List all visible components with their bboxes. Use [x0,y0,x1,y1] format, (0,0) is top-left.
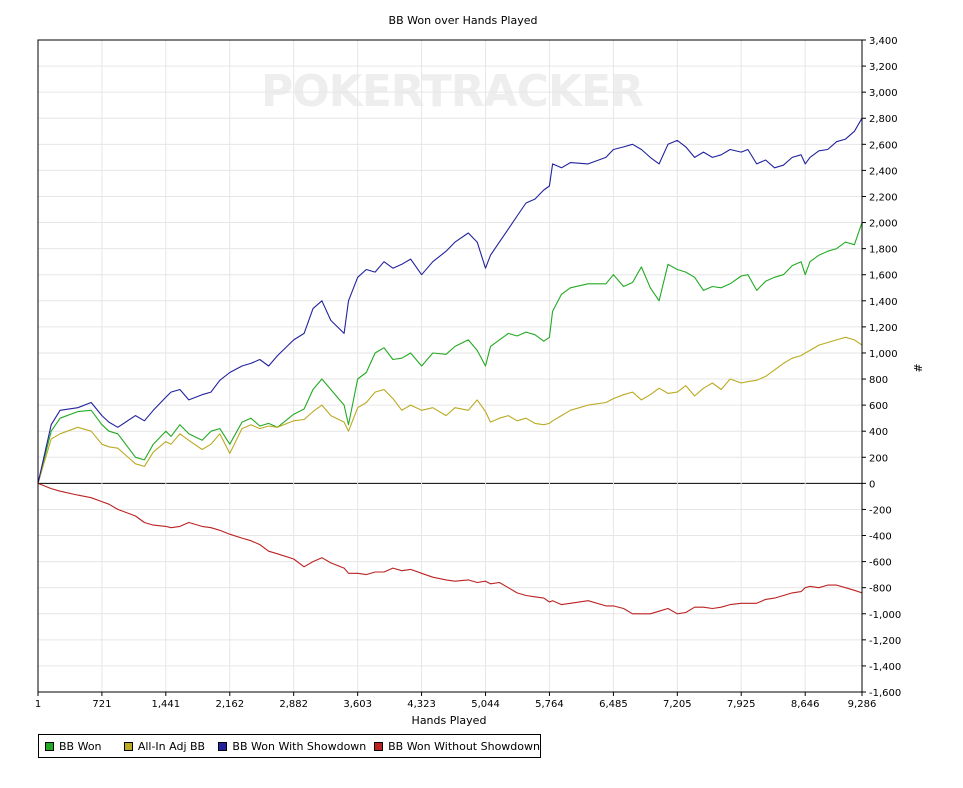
legend: BB Won All-In Adj BB BB Won With Showdow… [38,734,541,758]
y-tick-label: -800 [869,584,892,595]
legend-item-bb-won-with-showdown: BB Won With Showdown [212,740,368,753]
x-tick-label: 721 [92,699,111,710]
legend-label-bb-won-with-showdown: BB Won With Showdown [232,739,367,753]
x-tick-label: 1,441 [151,699,180,710]
series-line-bb-won [37,222,863,484]
y-tick-label: 2,600 [869,140,898,151]
y-tick-label: -1,000 [869,610,901,621]
watermark: POKERTRACKER [261,66,643,117]
y-tick-label: -200 [869,505,892,516]
y-tick-label: 3,000 [869,88,898,99]
legend-swatch-bb-won [45,741,54,751]
series-line-bb-won-with-showdown [37,117,863,484]
y-tick-label: 2,200 [869,192,898,203]
x-tick-label: 7,205 [663,699,692,710]
x-tick-label: 3,603 [343,699,372,710]
plot-border [37,39,863,693]
y-tick-label: 2,000 [869,219,898,230]
series-line-bb-won-without-showdown [37,482,863,615]
legend-item-all-in-adj-bb: All-In Adj BB [118,740,213,753]
y-tick-label: 1,400 [869,297,898,308]
legend-swatch-bb-won-without-showdown [374,741,384,751]
x-tick-label: 5,764 [535,699,564,710]
y-tick-label: 800 [869,375,888,386]
x-tick-label: 8,646 [791,699,820,710]
series-line-all-in-adj-bb [37,336,863,484]
y-tick-label: 1,600 [869,271,898,282]
y-axis-label: # [911,363,924,372]
legend-item-bb-won-without-showdown: BB Won Without Showdown [368,740,540,753]
legend-swatch-bb-won-with-showdown [218,741,228,751]
chart-title: BB Won over Hands Played [389,14,538,27]
y-tick-label: -600 [869,558,892,569]
y-tick-label: -400 [869,532,892,543]
grid-layer [37,39,863,693]
y-tick-label: 1,000 [869,349,898,360]
legend-label-bb-won-without-showdown: BB Won Without Showdown [388,739,540,753]
series-layer [37,117,863,615]
y-tick-label: -1,200 [869,636,901,647]
legend-swatch-all-in-adj-bb [123,741,133,751]
x-tick-label: 2,162 [215,699,244,710]
y-tick-label: 1,800 [869,245,898,256]
legend-item-bb-won: BB Won [39,740,118,753]
x-tick-label: 9,286 [848,699,877,710]
x-tick-label: 6,485 [599,699,628,710]
y-tick-label: 3,200 [869,62,898,73]
y-tick-label: 400 [869,427,888,438]
x-tick-label: 4,323 [407,699,436,710]
x-tick-label: 2,882 [279,699,308,710]
y-tick-label: 600 [869,401,888,412]
axis-layer: 3,400 3,200 3,000 2,800 2,600 2,400 2,200 2,000… [35,36,901,710]
legend-label-bb-won: BB Won [59,739,102,753]
y-tick-label: 200 [869,453,888,464]
y-tick-label: 1,200 [869,323,898,334]
y-tick-label: 0 [869,479,875,490]
x-tick-label: 1 [35,699,41,710]
legend-label-all-in-adj-bb: All-In Adj BB [137,739,206,753]
y-tick-label: 2,400 [869,166,898,177]
x-tick-label: 5,044 [471,699,500,710]
y-tick-label: 2,800 [869,114,898,125]
y-tick-label: -1,600 [869,688,901,699]
x-axis-label: Hands Played [412,714,487,727]
x-tick-label: 7,925 [727,699,756,710]
y-tick-label: -1,400 [869,662,901,673]
y-tick-label: 3,400 [869,36,898,47]
